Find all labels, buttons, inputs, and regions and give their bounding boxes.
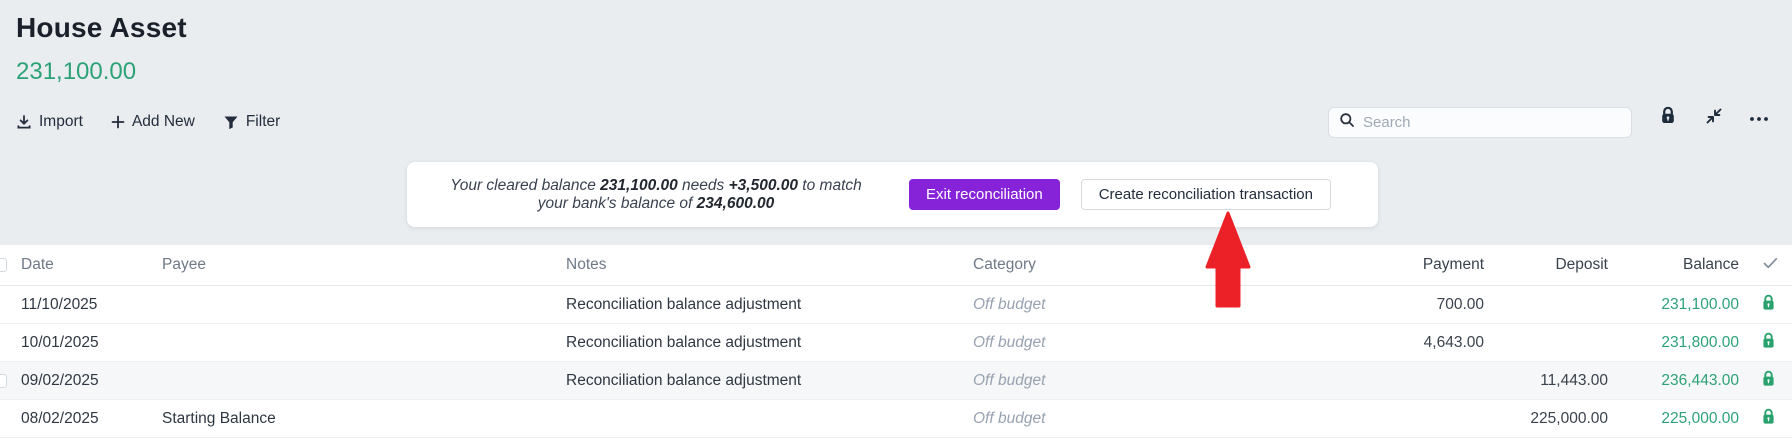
import-button[interactable]: Import xyxy=(16,113,83,131)
funnel-icon xyxy=(223,115,239,130)
cell-locked[interactable] xyxy=(1743,408,1792,430)
table-header-row: Date Payee Notes Category Payment Deposi… xyxy=(0,245,1792,286)
red-up-arrow xyxy=(1204,211,1252,314)
header-payee[interactable]: Payee xyxy=(162,256,206,273)
cell-date[interactable]: 10/01/2025 xyxy=(21,333,99,351)
cleared-balance-value: 231,100.00 xyxy=(600,176,678,194)
cell-date[interactable]: 11/10/2025 xyxy=(21,295,98,313)
cell-balance: 231,800.00 xyxy=(1661,333,1739,351)
collapse-split-button[interactable] xyxy=(1697,100,1731,134)
add-new-button[interactable]: Add New xyxy=(111,113,195,131)
reconciliation-banner: Your cleared balance 231,100.00 needs +3… xyxy=(407,162,1378,227)
header-payment[interactable]: Payment xyxy=(1422,256,1484,273)
cell-payee[interactable]: Starting Balance xyxy=(162,409,276,427)
header-cleared[interactable] xyxy=(1743,256,1792,274)
bank-balance-value: 234,600.00 xyxy=(696,194,775,212)
difference-value: +3,500.00 xyxy=(728,176,798,194)
cell-category[interactable]: Off budget xyxy=(973,409,1046,427)
header-category[interactable]: Category xyxy=(973,256,1036,273)
cell-payment[interactable]: 700.00 xyxy=(1436,295,1484,313)
page-title: House Asset xyxy=(16,12,187,43)
green-lock-icon xyxy=(1761,408,1776,430)
header-balance[interactable]: Balance xyxy=(1682,256,1739,273)
cell-category[interactable]: Off budget xyxy=(973,371,1046,389)
search-input[interactable] xyxy=(1363,114,1621,131)
search-box[interactable] xyxy=(1328,107,1632,138)
cell-balance: 236,443.00 xyxy=(1661,371,1739,389)
cell-notes[interactable]: Reconciliation balance adjustment xyxy=(566,371,802,389)
collapse-arrows-icon xyxy=(1705,107,1723,128)
transactions-table: Date Payee Notes Category Payment Deposi… xyxy=(0,245,1792,438)
green-lock-icon xyxy=(1761,332,1776,354)
cell-locked[interactable] xyxy=(1743,332,1792,354)
toolbar: Import Add New Filter xyxy=(16,106,280,138)
filter-button[interactable]: Filter xyxy=(223,113,280,131)
cell-category[interactable]: Off budget xyxy=(973,333,1046,351)
import-label: Import xyxy=(39,113,83,130)
message-text: your bank's balance of xyxy=(537,194,697,212)
cell-locked[interactable] xyxy=(1743,370,1792,392)
exit-reconciliation-button[interactable]: Exit reconciliation xyxy=(909,179,1060,210)
green-lock-icon xyxy=(1761,294,1776,316)
header-deposit[interactable]: Deposit xyxy=(1555,256,1608,273)
reconcile-lock-button[interactable] xyxy=(1651,100,1685,134)
account-balance: 231,100.00 xyxy=(16,58,137,85)
cell-notes[interactable]: Reconciliation balance adjustment xyxy=(566,295,802,313)
cell-locked[interactable] xyxy=(1743,294,1792,316)
add-new-label: Add New xyxy=(131,113,195,130)
header-date[interactable]: Date xyxy=(21,256,54,273)
table-row[interactable]: 09/02/2025 Reconciliation balance adjust… xyxy=(0,362,1792,400)
cell-deposit[interactable]: 11,443.00 xyxy=(1540,371,1608,389)
cell-payment[interactable]: 4,643.00 xyxy=(1423,333,1484,351)
cell-notes[interactable]: Reconciliation balance adjustment xyxy=(566,333,802,351)
header-notes[interactable]: Notes xyxy=(566,256,607,273)
message-text: to match xyxy=(798,176,862,194)
plus-icon xyxy=(111,115,125,129)
magnifier-icon xyxy=(1339,112,1355,133)
message-text: Your cleared balance xyxy=(450,176,601,194)
check-icon xyxy=(1763,256,1778,274)
cell-category[interactable]: Off budget xyxy=(973,295,1046,313)
cell-date[interactable]: 09/02/2025 xyxy=(21,371,99,389)
create-reconciliation-transaction-button[interactable]: Create reconciliation transaction xyxy=(1080,179,1331,210)
cell-deposit[interactable]: 225,000.00 xyxy=(1530,409,1608,427)
reconciliation-message: Your cleared balance 231,100.00 needs +3… xyxy=(423,177,889,213)
more-menu-button[interactable] xyxy=(1742,100,1776,134)
table-row[interactable]: 11/10/2025 Reconciliation balance adjust… xyxy=(0,286,1792,324)
cell-date[interactable]: 08/02/2025 xyxy=(21,409,99,427)
message-text: needs xyxy=(677,176,729,194)
table-row[interactable]: 10/01/2025 Reconciliation balance adjust… xyxy=(0,324,1792,362)
cell-balance: 231,100.00 xyxy=(1661,295,1739,313)
lock-icon xyxy=(1659,106,1677,128)
table-row[interactable]: 08/02/2025 Starting Balance Off budget 2… xyxy=(0,400,1792,438)
ellipsis-icon xyxy=(1749,110,1769,125)
filter-label: Filter xyxy=(245,113,281,130)
cell-balance: 225,000.00 xyxy=(1661,409,1739,427)
green-lock-icon xyxy=(1761,370,1776,392)
download-icon xyxy=(16,114,32,130)
